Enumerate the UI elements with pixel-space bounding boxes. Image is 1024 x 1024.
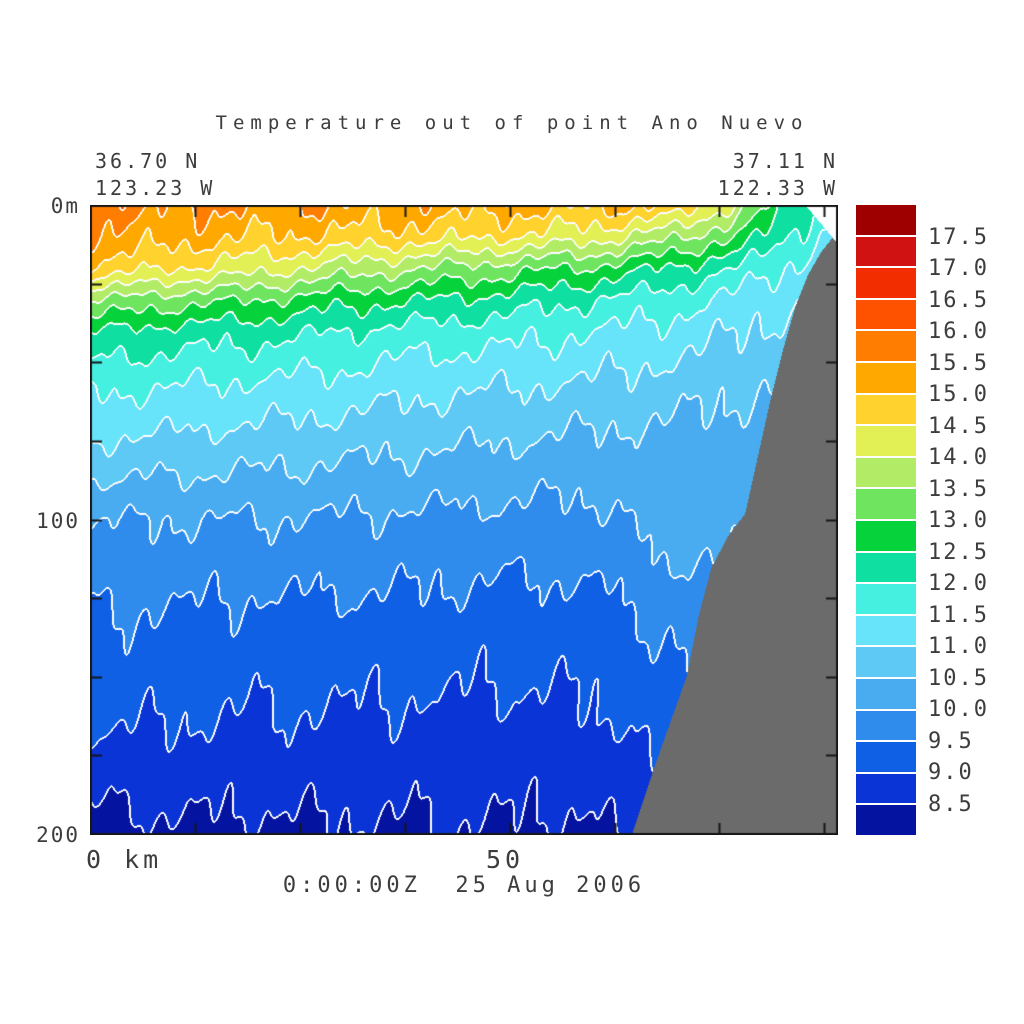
colorbar — [856, 205, 916, 835]
colorbar-label: 14.5 — [928, 413, 989, 439]
colorbar-label: 17.5 — [928, 224, 989, 250]
depth-axis-label-0m: 0m — [50, 194, 80, 218]
colorbar-label: 15.0 — [928, 382, 989, 407]
colorbar-label: 8.5 — [928, 791, 974, 817]
colorbar-cell — [856, 268, 916, 298]
colorbar-label: 9.5 — [928, 728, 974, 754]
colorbar-cell — [856, 742, 916, 772]
colorbar-cell — [856, 520, 916, 551]
colorbar-label: 17.0 — [928, 256, 989, 281]
colorbar-cell — [856, 205, 916, 235]
depth-axis-label-100m: 100 — [36, 509, 80, 533]
colorbar-labels: 17.5 17.0 16.5 16.0 15.5 15.0 14.5 14.0 13.5 13.0… — [928, 205, 1024, 835]
colorbar-cell — [856, 552, 916, 583]
colorbar-cell — [856, 426, 916, 456]
colorbar-cell — [856, 394, 916, 425]
distance-axis-label-0km: 0 km — [86, 845, 163, 874]
colorbar-label: 11.0 — [928, 634, 989, 659]
colorbar-cell — [856, 362, 916, 393]
colorbar-label: 10.0 — [928, 697, 989, 722]
colorbar-cell — [856, 678, 916, 709]
colorbar-label: 15.5 — [928, 350, 989, 376]
colorbar-cell — [856, 489, 916, 519]
timestamp-label: 0:00:00Z 25 Aug 2006 — [282, 873, 646, 898]
colorbar-cell — [856, 584, 916, 614]
start-longitude-label: 123.23 W — [95, 176, 216, 200]
depth-axis-label-200m: 200 — [36, 823, 80, 847]
end-longitude-label: 122.33 W — [717, 176, 838, 200]
colorbar-label: 11.5 — [928, 602, 989, 628]
colorbar-cell — [856, 299, 916, 330]
distance-axis-label-50km: 50 — [486, 845, 525, 874]
colorbar-label: 16.0 — [928, 319, 989, 344]
colorbar-label: 10.5 — [928, 665, 989, 691]
colorbar-label: 12.0 — [928, 571, 989, 596]
colorbar-cell — [856, 615, 916, 646]
colorbar-label: 13.5 — [928, 476, 989, 502]
colorbar-label: 9.0 — [928, 760, 974, 785]
temperature-section-plot — [90, 205, 838, 835]
colorbar-label: 12.5 — [928, 539, 989, 565]
colorbar-cell — [856, 647, 916, 677]
colorbar-cell — [856, 773, 916, 804]
colorbar-label: 16.5 — [928, 287, 989, 313]
colorbar-cell — [856, 457, 916, 488]
colorbar-label: 14.0 — [928, 445, 989, 470]
colorbar-cell — [856, 331, 916, 361]
colorbar-label: 13.0 — [928, 508, 989, 533]
colorbar-cell — [856, 805, 916, 835]
colorbar-cell — [856, 710, 916, 741]
start-latitude-label: 36.70 N — [95, 149, 201, 173]
end-latitude-label: 37.11 N — [732, 149, 838, 173]
colorbar-cell — [856, 236, 916, 267]
chart-title: Temperature out of point Ano Nuevo — [215, 112, 809, 134]
